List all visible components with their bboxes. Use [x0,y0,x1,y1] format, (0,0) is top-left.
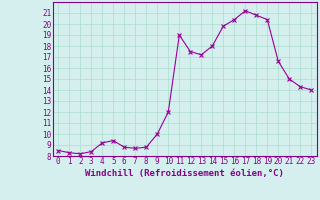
X-axis label: Windchill (Refroidissement éolien,°C): Windchill (Refroidissement éolien,°C) [85,169,284,178]
